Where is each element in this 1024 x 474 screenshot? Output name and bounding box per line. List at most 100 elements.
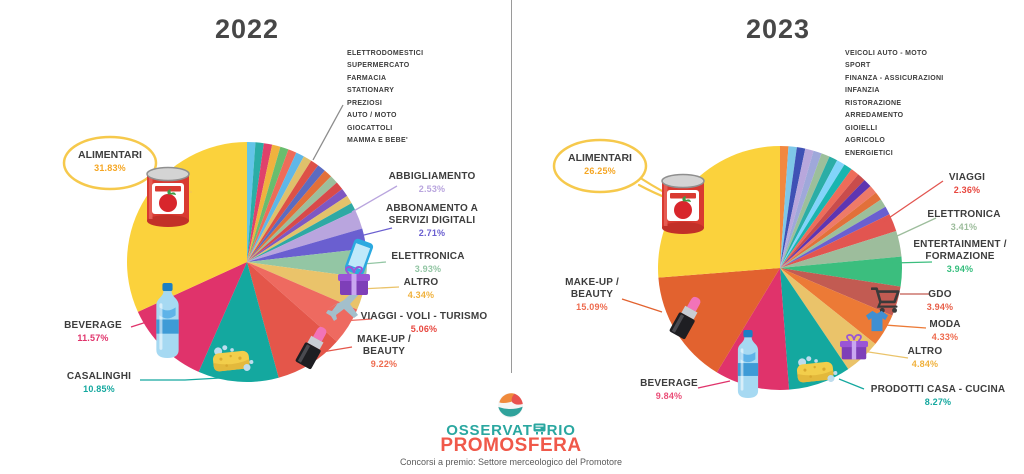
pie-slice (247, 210, 363, 262)
pie-svg-2022 (62, 104, 400, 383)
pie-slice (247, 146, 289, 262)
pie-slice (247, 176, 337, 262)
pie-slice (658, 268, 780, 373)
legend-item: GIOIELLI (845, 124, 878, 132)
pie-slice (247, 156, 312, 262)
label-abbonamento: ABBONAMENTO A SERVIZI DIGITALI 2.71% (385, 203, 479, 238)
leader-line (891, 261, 933, 264)
label-makeup-2023: MAKE-UP / BEAUTY 15.09% (565, 277, 619, 312)
pie-slice (780, 192, 881, 268)
label-elettronica-2023: ELETTRONICA 3.41% (927, 209, 1001, 233)
pie-slice (247, 182, 343, 262)
pie-slice (247, 262, 366, 310)
legend-item: SPORT (845, 62, 871, 70)
leader-line (351, 227, 393, 239)
pie-slice (247, 165, 325, 262)
leader-line (884, 324, 927, 329)
pie-slice (247, 248, 367, 279)
label-gdo: GDO 3.94% (926, 289, 954, 313)
pie-slice (780, 174, 865, 268)
unlabeled-legend-2023: VEICOLI AUTO - MOTO SPORT FINANZA - ASSICU… (845, 48, 944, 160)
pie-slice (780, 180, 871, 268)
leader-line (621, 298, 663, 313)
legend-item: MAMMA E BEBE' (347, 137, 408, 145)
label-beverage-2023: BEVERAGE 9.84% (640, 378, 698, 402)
pie-slice (780, 164, 852, 268)
pie-slice (247, 160, 319, 262)
pie-slice (658, 146, 780, 278)
pie-svg-2023 (552, 138, 944, 398)
pie-slice (780, 153, 830, 268)
label-alimentari-2022: ALIMENTARI 31.83% (78, 149, 142, 174)
pie-slice (247, 170, 332, 262)
legend-item: GIOCATTOLI (347, 124, 393, 132)
pie-slice (780, 214, 897, 268)
legend-item: RISTORAZIONE (845, 99, 902, 107)
legend-item: STATIONARY (347, 87, 395, 95)
vertical-divider (511, 0, 513, 373)
label-altro-2023: ALTRO 4.84% (907, 346, 943, 370)
pie-slice (247, 142, 256, 262)
pie-slice (247, 195, 352, 262)
legend-item: VEICOLI AUTO - MOTO (845, 50, 928, 57)
legend-item: ENERGIETICI (845, 149, 894, 157)
legend-item: SUPERMERCATO (347, 62, 410, 70)
pie-slice (780, 169, 859, 268)
unlabeled-legend-2022: ELETTRODOMESTICI SUPERMERCATO FARMACIA STAT… (347, 48, 423, 148)
pie-slice (247, 228, 367, 262)
leader-line (341, 318, 373, 322)
pie-slice (780, 146, 797, 268)
pie-slice (780, 206, 890, 268)
legend-item: FINANZA - ASSICURAZIONI (845, 74, 944, 82)
chart-title-2022: 2022 (214, 14, 280, 44)
pie-slice (780, 268, 849, 390)
legend-item: PREZIOSI (347, 99, 383, 107)
legend-item: AGRICOLO (845, 137, 886, 145)
pie-slice (247, 189, 348, 262)
label-moda: MODA 4.33% (929, 319, 961, 343)
pie-slice (780, 186, 876, 268)
leader-line (882, 180, 944, 223)
leader-line (312, 104, 344, 161)
label-altro-2022: ALTRO 4.34% (403, 277, 439, 301)
pie-slice (247, 149, 297, 262)
legend-item: AUTO / MOTO (347, 112, 397, 120)
chart-panel-2023: 2023 VEICOLI AUTO - MOTO SPORT FINANZA - A… (512, 0, 1024, 474)
pie-slice (247, 143, 273, 262)
pie-slice (247, 203, 356, 262)
pie-slice (716, 268, 790, 390)
pie-slice (780, 199, 886, 268)
pie-slice (247, 262, 358, 342)
label-beverage-2022: BEVERAGE 11.57% (64, 320, 122, 344)
leader-line (321, 346, 353, 353)
leader-line (881, 217, 937, 244)
legend-item: ELETTRODOMESTICI (347, 50, 424, 57)
label-viaggi-2022: VIAGGI - VOLI - TURISMO 5.06% (360, 311, 488, 335)
label-prodotti-casa: PRODOTTI CASA - CUCINA 8.27% (870, 384, 1006, 408)
label-alimentari-2023: ALIMENTARI 26.25% (568, 152, 632, 177)
label-viaggi-2023: VIAGGI 2.36% (948, 172, 986, 196)
pie-slice (780, 268, 893, 345)
pie-slice (780, 156, 838, 268)
chart-panel-2022: 2022 ELETTRODOMESTICI SUPERMERCATO FARMACI… (62, 14, 488, 395)
pie-slice (780, 256, 903, 287)
legend-item: INFANZIA (845, 87, 880, 95)
leader-line (861, 350, 909, 359)
label-casalinghi: CASALINGHI 10.85% (66, 371, 132, 395)
pie-slice (780, 148, 814, 268)
legend-item: ARREDAMENTO (845, 112, 904, 120)
leader-line (697, 380, 731, 389)
tomato-can-icon (146, 166, 190, 228)
tomato-can-icon (661, 173, 705, 235)
label-abbigliamento: ABBIGLIAMENTO 2.53% (388, 171, 476, 195)
pie-slice (247, 152, 304, 262)
leader-line (838, 378, 865, 390)
pie-slice (780, 268, 901, 316)
leader-line (351, 185, 398, 213)
legend-item: FARMACIA (347, 74, 387, 82)
leader-line (140, 376, 239, 381)
pie-slice (780, 147, 806, 268)
label-elettronica-2022: ELETTRONICA 3.93% (391, 251, 465, 275)
pie-slice (780, 230, 902, 268)
